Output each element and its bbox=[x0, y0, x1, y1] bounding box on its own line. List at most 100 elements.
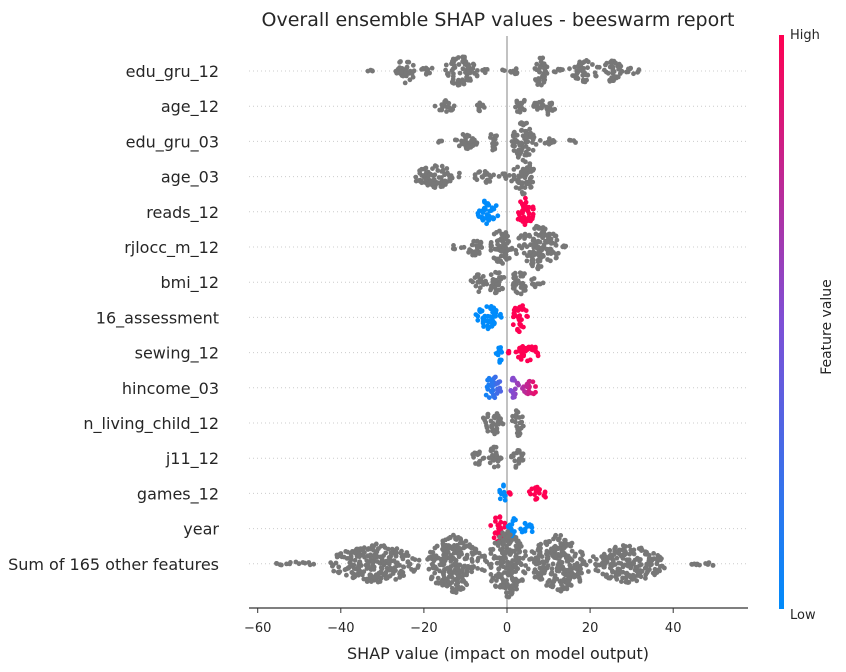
data-point bbox=[439, 579, 444, 584]
data-point bbox=[535, 244, 541, 250]
colorbar-title: Feature value bbox=[819, 279, 835, 375]
data-point bbox=[551, 139, 557, 145]
data-point bbox=[479, 553, 485, 559]
chart-title: Overall ensemble SHAP values - beeswarm … bbox=[262, 9, 735, 31]
data-point bbox=[491, 555, 497, 561]
data-point bbox=[465, 64, 471, 70]
data-point bbox=[549, 101, 555, 107]
data-point bbox=[493, 203, 499, 209]
data-point bbox=[652, 572, 657, 578]
data-point bbox=[609, 61, 614, 66]
data-point bbox=[509, 522, 515, 527]
data-point bbox=[590, 554, 596, 559]
data-point bbox=[515, 109, 520, 114]
data-point bbox=[515, 164, 520, 170]
data-point bbox=[493, 540, 498, 546]
x-tick-label: −40 bbox=[327, 621, 354, 636]
data-point bbox=[590, 62, 595, 67]
data-point bbox=[475, 317, 481, 323]
data-point bbox=[460, 78, 465, 84]
data-point bbox=[613, 574, 619, 580]
data-point bbox=[504, 590, 509, 596]
data-point bbox=[644, 570, 650, 576]
data-point bbox=[651, 551, 656, 556]
data-point bbox=[475, 566, 480, 571]
data-point bbox=[359, 547, 364, 553]
x-tick-label: −60 bbox=[244, 621, 271, 636]
data-point bbox=[401, 564, 406, 570]
data-point bbox=[529, 277, 535, 283]
data-point bbox=[486, 455, 492, 461]
data-point bbox=[574, 71, 580, 77]
data-point bbox=[413, 174, 419, 180]
data-point bbox=[475, 68, 480, 73]
data-point bbox=[536, 76, 541, 81]
data-point bbox=[441, 546, 447, 552]
data-point bbox=[450, 74, 456, 79]
data-point bbox=[521, 306, 527, 312]
data-point bbox=[477, 169, 483, 175]
x-axis-ticks: −60 −40 −20 0 20 40 bbox=[244, 608, 681, 636]
data-point bbox=[518, 291, 524, 297]
data-point bbox=[587, 558, 593, 564]
data-point bbox=[399, 69, 404, 75]
data-point bbox=[453, 535, 458, 541]
data-point bbox=[520, 578, 525, 583]
data-point bbox=[424, 68, 430, 74]
data-point bbox=[432, 570, 438, 576]
data-point bbox=[496, 526, 501, 531]
data-point bbox=[501, 583, 506, 589]
data-point bbox=[544, 583, 549, 588]
data-point bbox=[531, 241, 537, 247]
data-point bbox=[583, 72, 588, 78]
data-point bbox=[464, 132, 470, 138]
data-point bbox=[535, 265, 540, 271]
data-point bbox=[451, 63, 457, 68]
data-point bbox=[511, 176, 517, 182]
data-point bbox=[545, 140, 550, 146]
data-point bbox=[476, 461, 482, 467]
data-point bbox=[463, 538, 469, 544]
data-point bbox=[491, 172, 496, 178]
data-point bbox=[511, 134, 516, 139]
data-point bbox=[485, 377, 490, 383]
data-point bbox=[436, 175, 442, 180]
data-point bbox=[511, 148, 517, 154]
data-point bbox=[474, 141, 479, 147]
data-point bbox=[600, 571, 606, 577]
data-point bbox=[523, 553, 528, 558]
data-point bbox=[601, 556, 606, 562]
data-point bbox=[523, 563, 528, 568]
data-point bbox=[473, 283, 479, 289]
data-point bbox=[411, 68, 417, 74]
data-point bbox=[643, 575, 648, 581]
data-point bbox=[472, 175, 478, 181]
data-point bbox=[537, 65, 543, 70]
data-point bbox=[526, 204, 532, 210]
data-point bbox=[490, 315, 495, 320]
data-point bbox=[494, 391, 500, 396]
data-point bbox=[459, 567, 465, 573]
data-point bbox=[518, 149, 524, 155]
data-point bbox=[518, 420, 524, 425]
data-point bbox=[435, 555, 441, 561]
data-point bbox=[368, 579, 374, 584]
data-point bbox=[505, 583, 511, 589]
data-point bbox=[493, 519, 498, 524]
data-point bbox=[445, 565, 451, 571]
data-point bbox=[527, 357, 533, 363]
data-point bbox=[507, 550, 513, 556]
data-point bbox=[488, 247, 494, 253]
data-point bbox=[440, 184, 445, 189]
data-point bbox=[547, 249, 552, 255]
data-point bbox=[387, 573, 393, 579]
data-point bbox=[458, 245, 464, 251]
data-point bbox=[444, 583, 450, 589]
data-point bbox=[564, 584, 569, 590]
data-point bbox=[378, 565, 384, 570]
data-point bbox=[523, 166, 529, 172]
data-point bbox=[393, 577, 399, 582]
data-point bbox=[532, 492, 537, 497]
data-point bbox=[551, 579, 557, 585]
